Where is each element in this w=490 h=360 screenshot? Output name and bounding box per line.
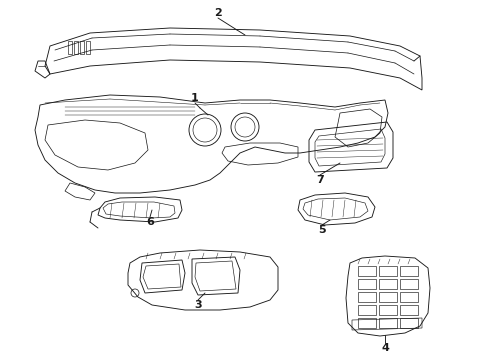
Text: 6: 6 (146, 217, 154, 227)
Text: 3: 3 (194, 300, 202, 310)
Text: 5: 5 (318, 225, 326, 235)
Text: 2: 2 (214, 8, 222, 18)
Text: 1: 1 (191, 93, 199, 103)
Text: 7: 7 (316, 175, 324, 185)
Text: 4: 4 (381, 343, 389, 353)
